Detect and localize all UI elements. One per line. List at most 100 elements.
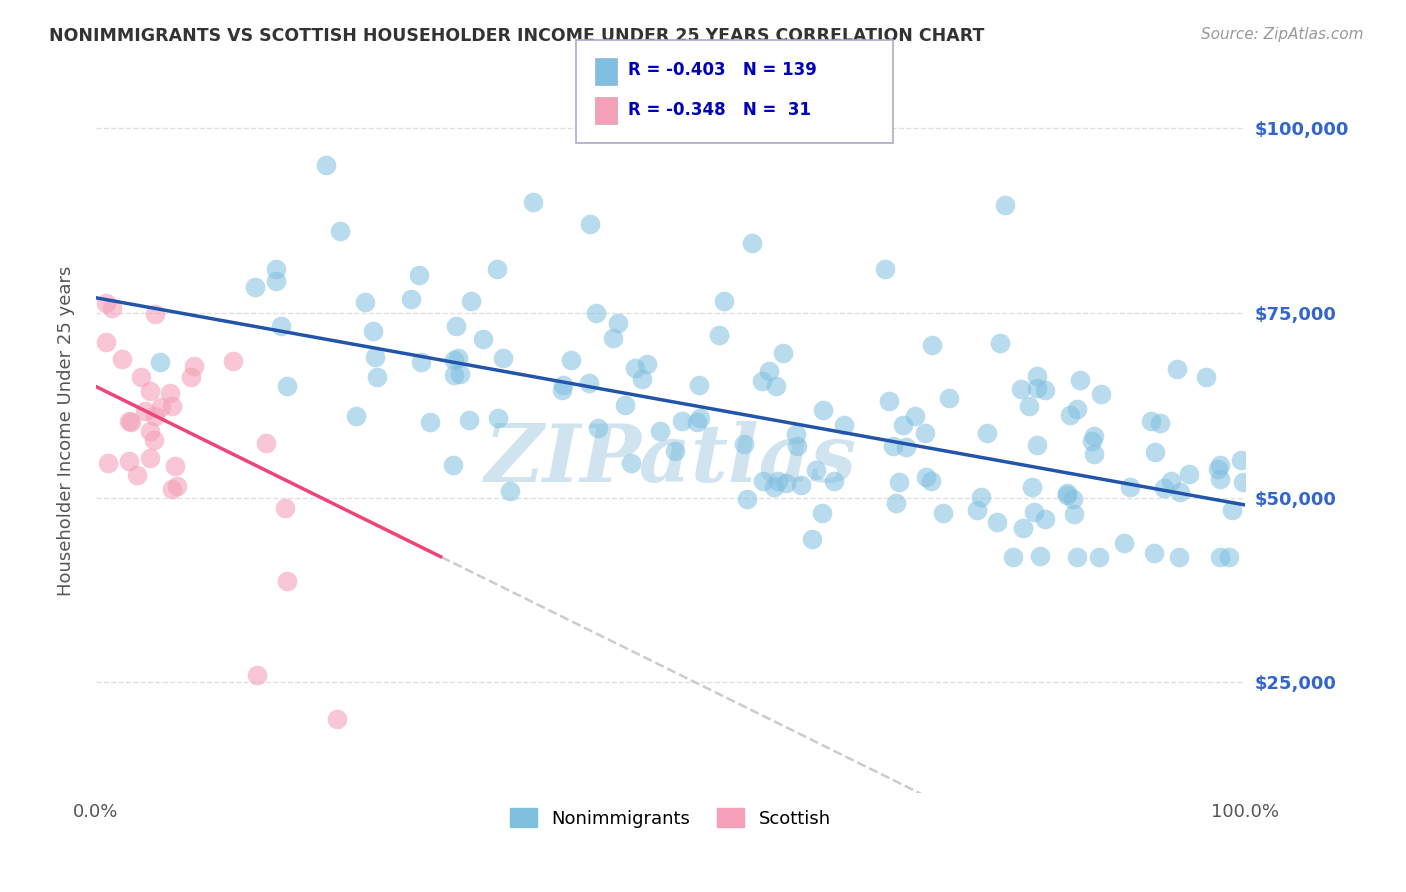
Point [401,292,423,306]
Point [460,294,482,309]
Point [810,506,832,520]
Point [1059,408,1081,422]
Point [1083,428,1105,442]
Point [986,516,1008,530]
Point [1088,549,1111,564]
Point [134,404,156,418]
Point [832,417,855,432]
Text: Source: ZipAtlas.com: Source: ZipAtlas.com [1201,27,1364,42]
Point [165,458,187,473]
Point [315,158,337,172]
Point [1063,507,1085,521]
Point [139,384,162,398]
Point [1033,383,1056,397]
Point [139,450,162,465]
Point [579,217,602,231]
Point [1209,458,1232,472]
Point [1056,488,1078,502]
Point [882,439,904,453]
Point [889,475,911,489]
Point [1012,521,1035,535]
Point [1140,414,1163,428]
Point [800,532,823,546]
Point [578,376,600,390]
Point [180,370,202,384]
Point [1029,549,1052,564]
Point [735,491,758,506]
Point [492,351,515,366]
Point [1066,402,1088,417]
Point [118,453,141,467]
Point [499,483,522,498]
Point [586,421,609,435]
Point [762,480,785,494]
Point [636,357,658,371]
Text: NONIMMIGRANTS VS SCOTTISH HOUSEHOLDER INCOME UNDER 25 YEARS CORRELATION CHART: NONIMMIGRANTS VS SCOTTISH HOUSEHOLDER IN… [49,27,984,45]
Point [222,354,245,368]
Point [664,444,686,458]
Text: ZIPatlas: ZIPatlas [484,421,856,499]
Point [447,351,470,366]
Point [245,280,267,294]
Point [486,410,509,425]
Point [915,470,938,484]
Point [752,474,775,488]
Point [894,440,917,454]
Point [921,338,943,352]
Point [1119,480,1142,494]
Point [1206,462,1229,476]
Point [1026,369,1049,384]
Point [166,478,188,492]
Point [1167,549,1189,564]
Point [585,305,607,319]
Point [149,355,172,369]
Point [765,379,787,393]
Point [551,384,574,398]
Point [602,330,624,344]
Point [522,194,544,209]
Point [1218,549,1240,564]
Point [449,367,471,381]
Point [419,415,441,429]
Point [988,336,1011,351]
Point [354,295,377,310]
Point [551,377,574,392]
Point [994,198,1017,212]
Point [688,378,710,392]
Point [472,332,495,346]
Point [969,490,991,504]
Point [485,262,508,277]
Point [143,409,166,423]
Point [1232,475,1254,489]
Point [276,574,298,588]
Point [775,476,797,491]
Point [129,369,152,384]
Point [183,359,205,373]
Point [443,353,465,368]
Point [631,372,654,386]
Point [1209,549,1232,564]
Point [1220,503,1243,517]
Point [344,409,367,423]
Point [920,475,942,489]
Point [1144,445,1167,459]
Point [118,414,141,428]
Point [444,318,467,333]
Point [758,364,780,378]
Point [443,368,465,382]
Point [1178,467,1201,481]
Point [623,361,645,376]
Point [159,386,181,401]
Point [614,399,637,413]
Point [1062,491,1084,506]
Point [274,500,297,515]
Point [741,235,763,250]
Point [254,435,277,450]
Point [1035,512,1057,526]
Point [560,353,582,368]
Point [1001,549,1024,564]
Point [1112,536,1135,550]
Point [1066,549,1088,564]
Point [142,433,165,447]
Point [689,410,711,425]
